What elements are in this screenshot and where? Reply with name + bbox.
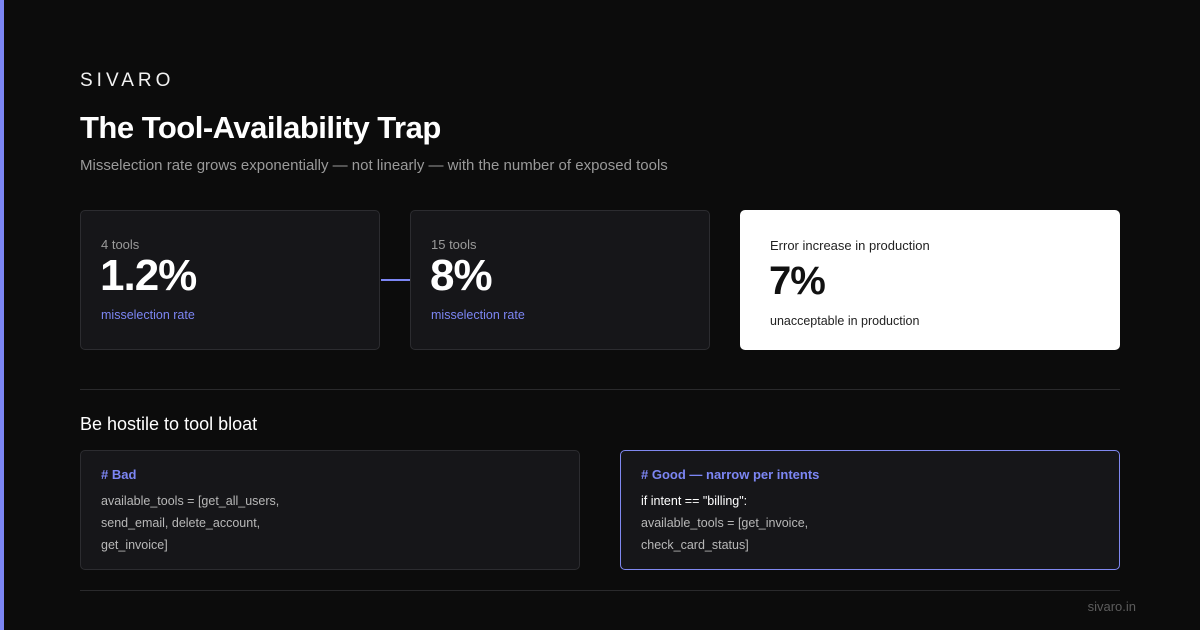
stat-value: 1.2% <box>100 251 197 300</box>
accent-bar <box>0 0 4 630</box>
code-heading: # Good — narrow per intents <box>641 467 820 482</box>
stat-unit: misselection rate <box>101 308 195 322</box>
code-card-good: # Good — narrow per intents if intent ==… <box>620 450 1120 570</box>
stat-value: 8% <box>430 251 493 300</box>
code-block: available_tools = [get_all_users, send_e… <box>101 490 279 556</box>
divider <box>80 389 1120 390</box>
stat-card-4-tools: 4 tools 1.2% misselection rate <box>80 210 380 350</box>
code-heading: # Bad <box>101 467 137 482</box>
stat-caption: 4 tools <box>101 237 140 252</box>
stat-unit: misselection rate <box>431 308 525 322</box>
code-line: available_tools = [get_all_users, <box>101 494 280 508</box>
highlight-unit: unacceptable in production <box>770 314 920 328</box>
stat-caption: 15 tools <box>431 237 477 252</box>
highlight-card-error-increase: Error increase in production 7% unaccept… <box>740 210 1120 350</box>
code-card-bad: # Bad available_tools = [get_all_users, … <box>80 450 580 570</box>
code-line: get_invoice] <box>101 538 168 552</box>
highlight-value: 7% <box>769 259 826 303</box>
code-line: send_email, delete_account, <box>101 516 261 530</box>
brand-logo: SIVARO <box>80 70 175 91</box>
code-line: check_card_status] <box>641 538 749 552</box>
code-block: if intent == "billing": available_tools … <box>641 490 808 556</box>
code-line: available_tools = [get_invoice, <box>641 516 809 530</box>
page-subtitle: Misselection rate grows exponentially — … <box>80 157 668 174</box>
code-line: if intent == "billing": <box>641 494 748 508</box>
highlight-caption: Error increase in production <box>770 238 930 253</box>
stat-card-15-tools: 15 tools 8% misselection rate <box>410 210 710 350</box>
footer-url: sivaro.in <box>1087 599 1136 614</box>
divider <box>80 590 1120 591</box>
section-title: Be hostile to tool bloat <box>80 414 258 434</box>
page-title: The Tool-Availability Trap <box>80 110 441 145</box>
